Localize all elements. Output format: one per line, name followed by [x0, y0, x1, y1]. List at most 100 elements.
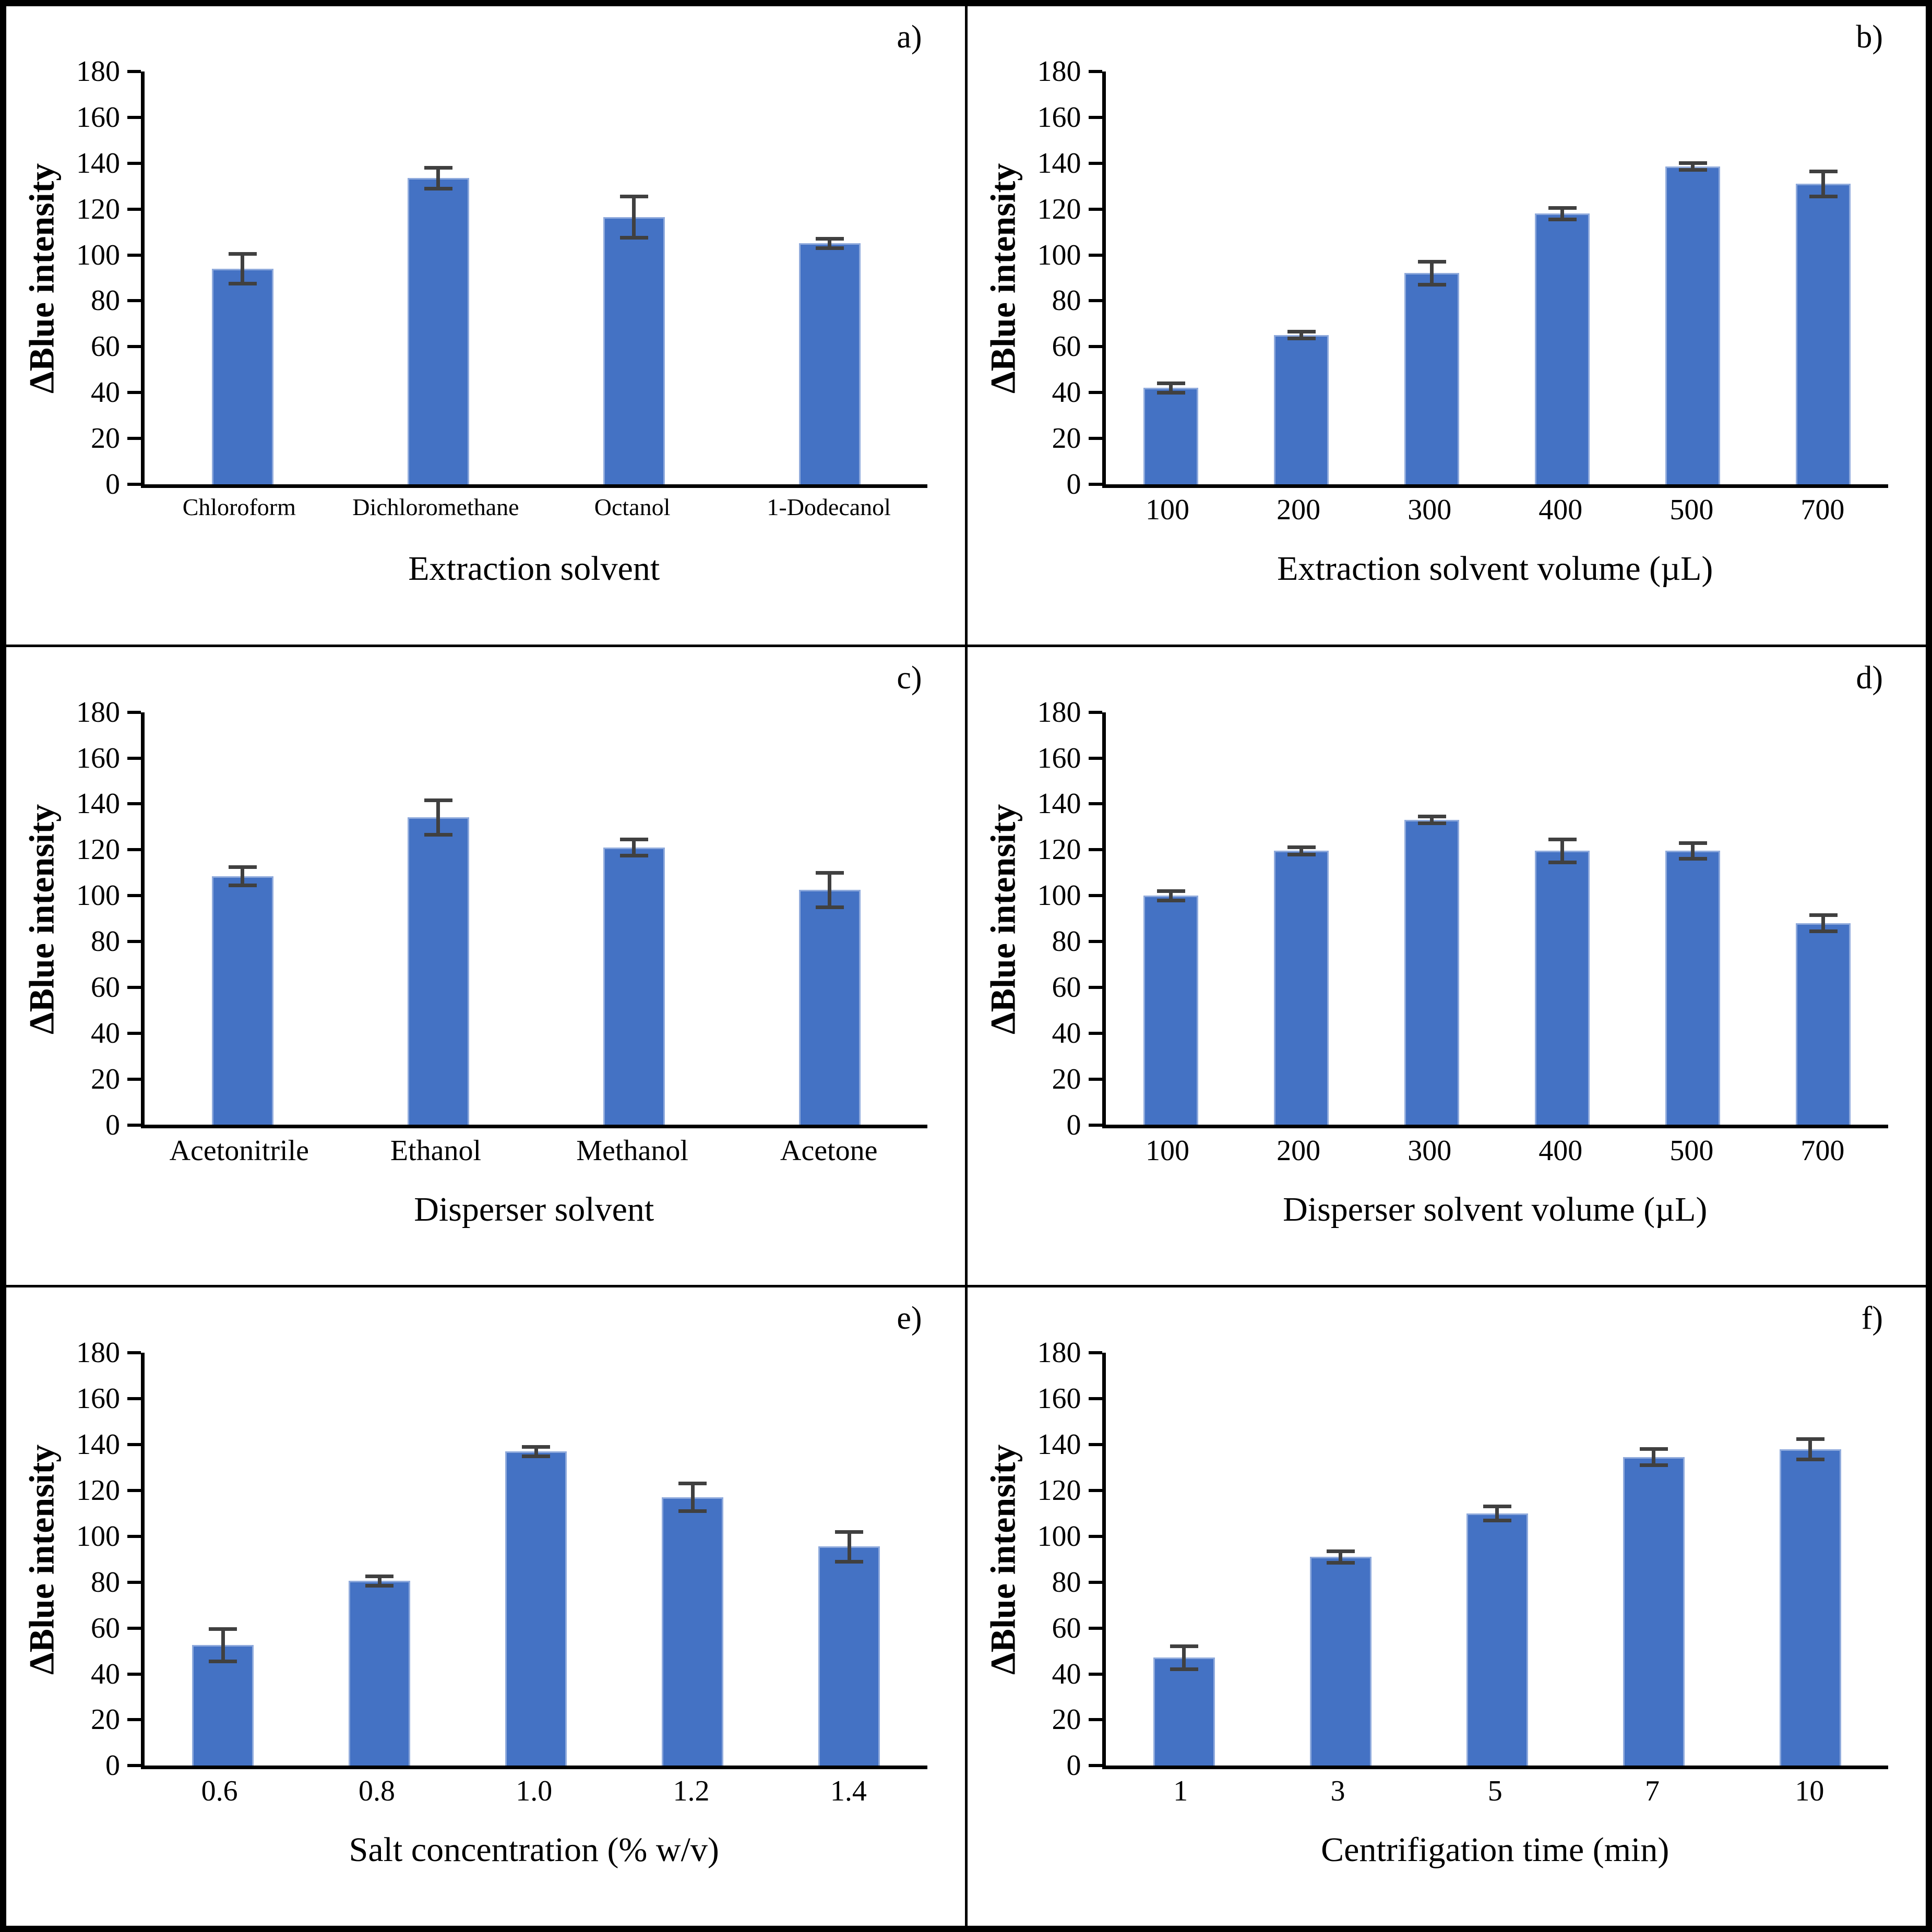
error-bar-cap: [678, 1509, 707, 1513]
y-axis: 0 20 40 60 80 100 120 140 160 180: [968, 57, 1102, 499]
y-tick-label: 20: [1052, 1063, 1081, 1095]
y-axis: 0 20 40 60 80 100 120 140 160 180: [968, 698, 1102, 1140]
x-tick-label: 7: [1645, 1775, 1660, 1808]
y-tick-label: 120: [1037, 833, 1081, 866]
error-bar-cap: [1417, 821, 1446, 826]
y-tick-mark: [127, 70, 141, 73]
y-tick-label: 140: [1037, 147, 1081, 180]
y-tick-mark: [1088, 756, 1102, 760]
y-tick-label: 140: [76, 1428, 120, 1461]
y-tick-label: 140: [1037, 1428, 1081, 1461]
error-bar-cap: [1170, 1644, 1198, 1649]
error-bar: [436, 800, 440, 835]
error-bar-cap: [1809, 169, 1838, 173]
error-bar: [1430, 261, 1434, 285]
y-tick-mark: [127, 756, 141, 760]
x-tick-label: 1.2: [673, 1775, 710, 1808]
panel-label: e): [897, 1301, 922, 1337]
y-tick-label: 60: [91, 1612, 120, 1644]
error-bar-cap: [1287, 852, 1316, 856]
y-tick-label: 60: [91, 330, 120, 363]
bar: [1796, 183, 1851, 484]
error-bar-cap: [1678, 161, 1707, 165]
error-bar-cap: [678, 1482, 707, 1486]
y-tick-mark: [1088, 70, 1102, 73]
error-bar-cap: [1287, 330, 1316, 334]
error-bar-cap: [619, 194, 648, 198]
y-tick-mark: [1088, 391, 1102, 395]
error-bar-cap: [1156, 381, 1185, 386]
error-bar-cap: [1678, 857, 1707, 861]
panel-label: c): [897, 660, 922, 696]
error-bar-cap: [815, 905, 844, 909]
error-bar-cap: [1156, 390, 1185, 395]
error-bar-cap: [1156, 898, 1185, 902]
y-tick-mark: [127, 483, 141, 486]
x-tick-label: 1-Dodecanol: [767, 494, 891, 520]
x-tick-labels: 1 3 5 7 10: [1102, 1775, 1889, 1817]
y-tick-mark: [127, 1031, 141, 1035]
panel-e: e) ΔBlue intensity 0 20 40 60 80 100 120 140 160…: [6, 1287, 965, 1926]
bar: [798, 243, 861, 484]
bar: [798, 889, 861, 1125]
error-bar-cap: [1678, 168, 1707, 172]
y-tick-mark: [127, 207, 141, 211]
y-tick-mark: [127, 940, 141, 944]
y-tick-label: 140: [1037, 788, 1081, 820]
error-bar-cap: [1170, 1667, 1198, 1672]
y-tick-mark: [127, 710, 141, 714]
plot-area: [1102, 712, 1888, 1129]
y-tick-label: 120: [76, 193, 120, 225]
error-bar-cap: [1639, 1463, 1668, 1468]
y-tick-mark: [1088, 1123, 1102, 1127]
x-tick-label: 3: [1330, 1775, 1345, 1808]
error-bar-cap: [1796, 1458, 1824, 1462]
y-tick-mark: [1088, 1718, 1102, 1722]
error-bar-cap: [835, 1530, 863, 1534]
error-bar-cap: [619, 853, 648, 857]
bar: [1779, 1449, 1841, 1766]
y-tick-label: 0: [1066, 468, 1081, 500]
bar: [603, 217, 665, 484]
y-tick-mark: [127, 437, 141, 440]
error-bar-cap: [1417, 283, 1446, 287]
error-bar: [1495, 1506, 1499, 1521]
error-bar-cap: [1809, 929, 1838, 933]
y-tick-label: 40: [91, 1017, 120, 1050]
bar: [1535, 851, 1590, 1125]
error-bar-cap: [1287, 845, 1316, 850]
y-tick-mark: [1088, 1764, 1102, 1768]
bar: [1274, 851, 1329, 1125]
error-bar: [1652, 1449, 1655, 1465]
x-tick-label: 100: [1146, 1134, 1190, 1167]
x-tick-label: 700: [1800, 494, 1845, 526]
y-tick-label: 140: [76, 147, 120, 180]
y-tick-label: 100: [1037, 1520, 1081, 1553]
y-tick-label: 160: [76, 742, 120, 774]
x-axis-title: Salt concentration (% w/v): [349, 1831, 719, 1869]
y-tick-mark: [127, 1534, 141, 1538]
y-tick-label: 40: [91, 376, 120, 409]
y-tick-mark: [127, 1718, 141, 1722]
y-tick-label: 40: [1052, 1017, 1081, 1050]
error-bar: [436, 168, 440, 189]
y-tick-label: 160: [76, 1382, 120, 1415]
y-tick-mark: [1088, 437, 1102, 440]
error-bar-cap: [619, 236, 648, 240]
error-bar: [828, 238, 831, 248]
error-bar-cap: [1548, 838, 1577, 842]
error-bar-cap: [365, 1575, 393, 1579]
panel-f: f) ΔBlue intensity 0 20 40 60 80 100 120 140 160…: [967, 1287, 1926, 1926]
y-tick-label: 160: [1037, 1382, 1081, 1415]
x-axis-title: Disperser solvent volume (µL): [1283, 1190, 1708, 1229]
y-tick-label: 160: [1037, 101, 1081, 134]
y-tick-mark: [127, 1488, 141, 1492]
y-tick-mark: [1088, 1397, 1102, 1401]
y-tick-mark: [1088, 207, 1102, 211]
y-tick-mark: [1088, 299, 1102, 303]
error-bar: [377, 1576, 381, 1586]
error-bar-cap: [424, 798, 452, 803]
y-tick-label: 160: [1037, 742, 1081, 774]
x-tick-label: 300: [1408, 494, 1452, 526]
